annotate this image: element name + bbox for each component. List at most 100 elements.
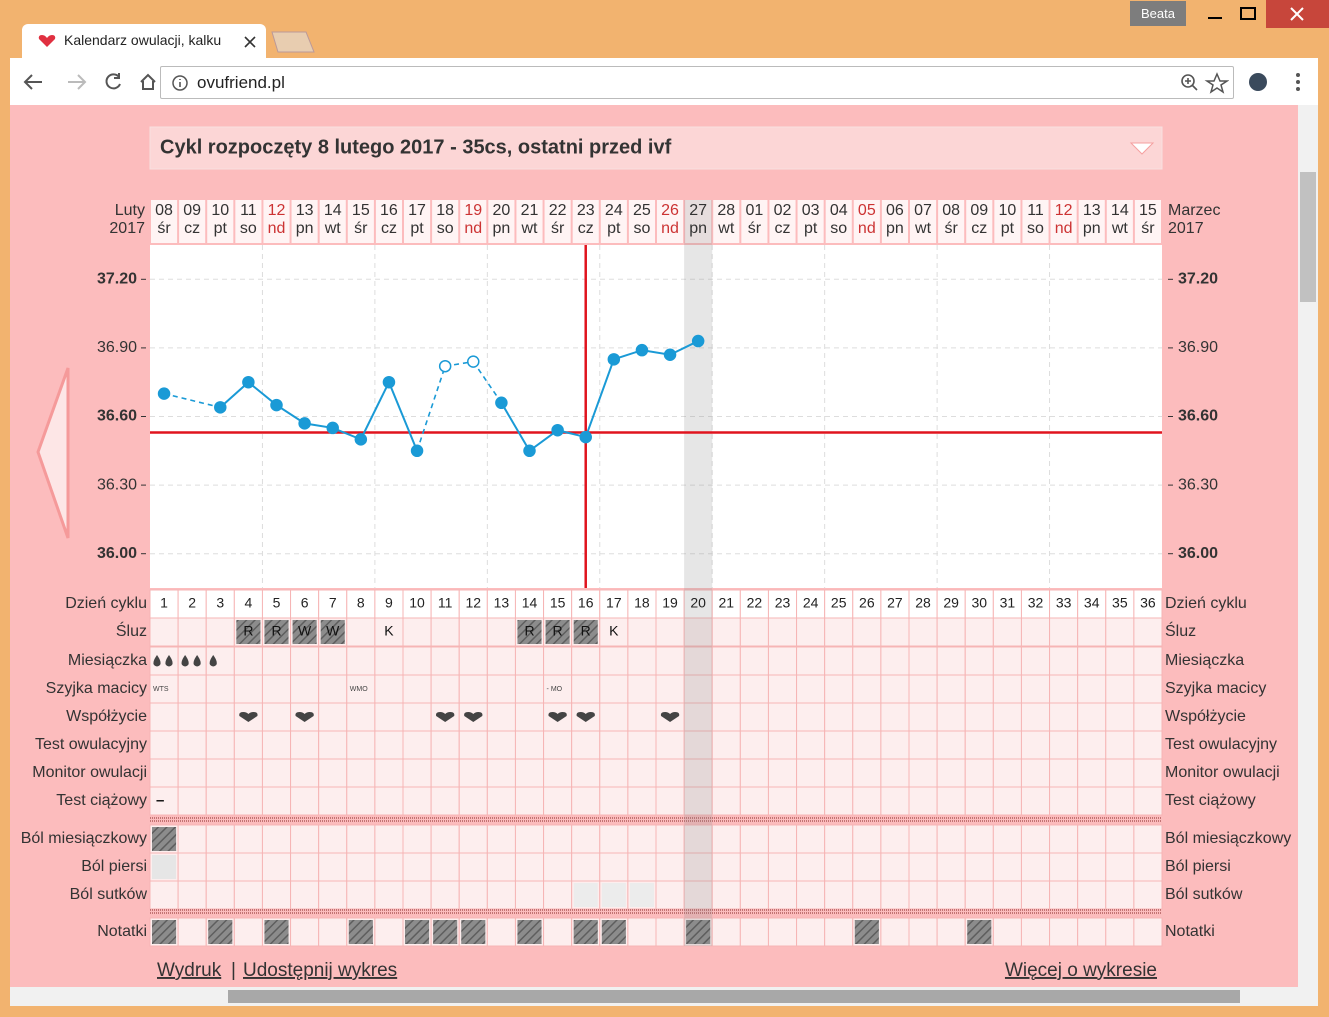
grid-cell — [543, 824, 573, 854]
grid-cell — [767, 674, 798, 704]
date-cell — [432, 200, 459, 243]
grid-cell — [205, 758, 235, 788]
grid-cell — [767, 617, 798, 647]
row-label-right: Notatki — [1165, 923, 1215, 940]
cycle-select[interactable] — [149, 126, 1163, 170]
date-cell — [207, 200, 234, 243]
grid-cell — [290, 674, 320, 704]
grid-cell — [177, 617, 207, 647]
y-tick-label: 36.00 — [97, 545, 137, 562]
grid-cell — [374, 880, 404, 910]
browser-tab[interactable]: Kalendarz owulacji, kalku — [22, 24, 266, 58]
grid-cell — [796, 589, 826, 619]
grid-cell — [486, 880, 516, 910]
grid-cell — [627, 646, 657, 676]
grid-cell — [261, 730, 292, 760]
grid-cell — [739, 617, 769, 647]
grid-cell — [177, 702, 207, 732]
date-cell — [881, 200, 908, 243]
temperature-point — [157, 387, 171, 400]
page-content: Cykl rozpoczęty 8 lutego 2017 - 35cs, os… — [10, 105, 1298, 987]
weekday-label: nd — [1055, 220, 1073, 237]
mucus-label: K — [609, 623, 619, 639]
menu-button[interactable] — [1296, 87, 1300, 91]
grid-cell — [374, 730, 404, 760]
grid-cell — [205, 730, 235, 760]
grid-cell — [290, 758, 320, 788]
grid-cell — [543, 917, 573, 947]
new-tab[interactable] — [268, 30, 316, 54]
grid-cell — [1105, 917, 1135, 947]
grid-cell — [683, 617, 713, 647]
grid-cell — [880, 646, 910, 676]
date-cell — [1050, 200, 1077, 243]
grid-cell — [1133, 824, 1163, 854]
temperature-point — [607, 353, 621, 366]
grid-cell — [936, 786, 966, 816]
grid-cell — [852, 824, 882, 854]
bookmark-star[interactable] — [1204, 72, 1229, 94]
grid-cell — [1077, 646, 1107, 676]
date-cell — [938, 200, 965, 243]
vertical-scrollbar[interactable] — [1298, 105, 1318, 987]
more-link[interactable]: Więcej o wykresie — [1005, 960, 1157, 981]
horizontal-scrollbar[interactable] — [10, 987, 1318, 1006]
grid-cell — [852, 617, 882, 647]
weekday-label: nd — [268, 220, 286, 237]
grid-cell — [964, 674, 994, 704]
profile-badge[interactable]: Beata — [1130, 1, 1186, 26]
grid-cell — [711, 730, 741, 760]
date-label: 11 — [1027, 202, 1044, 219]
maximize[interactable] — [1240, 7, 1256, 20]
date-label: 22 — [549, 202, 567, 219]
date-cell — [460, 200, 487, 243]
back-button[interactable] — [23, 74, 42, 90]
menstrual-pain — [152, 827, 177, 851]
grid-cell — [767, 852, 798, 882]
weekday-label: pn — [296, 220, 314, 237]
forward-button[interactable] — [68, 74, 87, 90]
prev-cycle-arrow[interactable] — [36, 367, 70, 539]
reload-button[interactable] — [105, 73, 121, 90]
grid-cell — [936, 589, 966, 619]
date-label: 17 — [408, 202, 426, 219]
zoom-icon[interactable] — [1185, 78, 1198, 91]
grid-cell — [655, 758, 685, 788]
home-button[interactable] — [140, 73, 156, 90]
grid-cell — [205, 617, 235, 647]
scroll-thumb[interactable] — [228, 990, 1240, 1003]
extension-icon[interactable] — [1249, 73, 1267, 91]
tab-close[interactable] — [244, 36, 256, 48]
weekday-label: pt — [607, 220, 621, 237]
grid-cell — [486, 824, 516, 854]
grid-cell — [880, 852, 910, 882]
grid-cell — [346, 786, 376, 816]
grid-cell — [543, 646, 573, 676]
row-label-right: Test owulacyjny — [1165, 736, 1277, 753]
menstruation-drop — [181, 655, 189, 667]
grid-cell — [739, 917, 769, 947]
grid-cell — [880, 758, 910, 788]
grid-cell — [824, 617, 854, 647]
grid-cell — [964, 786, 994, 816]
cycle-day: 20 — [690, 595, 706, 611]
scroll-thumb[interactable] — [1300, 172, 1316, 302]
grid-cell — [796, 674, 826, 704]
date-label: 09 — [970, 202, 988, 219]
print-link[interactable]: Wydruk — [157, 960, 222, 981]
mucus-label: R — [243, 623, 253, 639]
grid-cell — [149, 880, 179, 910]
grid-cell — [1105, 674, 1135, 704]
share-link[interactable]: Udostępnij wykres — [243, 960, 397, 981]
grid-cell — [1077, 758, 1107, 788]
date-label: 10 — [998, 202, 1016, 219]
date-label: 23 — [577, 202, 595, 219]
grid-cell — [880, 786, 910, 816]
grid-cell — [290, 730, 320, 760]
date-cell — [657, 200, 684, 243]
row-label-right: Dzień cyklu — [1165, 595, 1247, 612]
grid-cell — [374, 824, 404, 854]
grid-cell — [514, 852, 545, 882]
grid-cell — [908, 880, 938, 910]
address-bar[interactable]: ovufriend.pl — [160, 66, 1234, 99]
